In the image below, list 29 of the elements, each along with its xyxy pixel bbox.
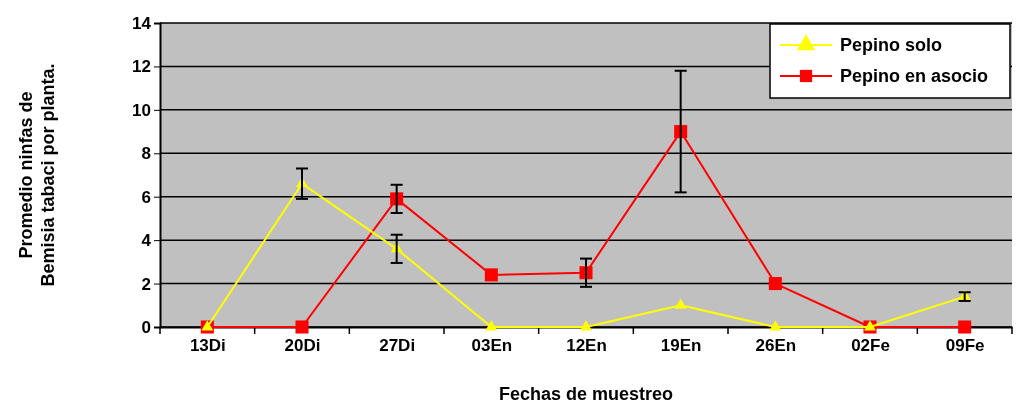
y-tick-label: 0: [141, 317, 151, 337]
x-axis-title: Fechas de muestreo: [498, 384, 674, 404]
y-tick-label: 10: [132, 100, 151, 120]
x-tick-label: 20Di: [284, 336, 321, 356]
y-tick-label: 14: [132, 13, 152, 33]
y-axis-title: Promedio ninfas de Bemisia tabaci por planta.: [16, 63, 58, 287]
x-tick-label: 03En: [471, 336, 513, 356]
x-tick-label: 19En: [660, 336, 702, 356]
point: [295, 320, 309, 334]
y-tick-label: 2: [141, 274, 151, 294]
y-tick-label: 6: [141, 187, 151, 207]
point: [768, 277, 782, 291]
point: [485, 320, 498, 331]
x-tick-label: 02Fe: [851, 336, 890, 356]
point: [580, 320, 592, 331]
legend-label: Pepino solo: [840, 35, 943, 55]
x-tick-label: 13Di: [189, 336, 226, 356]
x-tick-label: 12En: [566, 336, 607, 356]
y-tick-label: 8: [141, 144, 151, 164]
legend-label: Pepino en asocio: [840, 66, 989, 86]
point: [958, 320, 972, 334]
x-tick-label: 26En: [755, 336, 797, 356]
point: [484, 268, 498, 282]
point: [674, 298, 687, 309]
x-tick-label: 09Fe: [945, 336, 985, 356]
point: [769, 320, 782, 331]
x-tick-label: 27Di: [379, 336, 416, 356]
y-tick-label: 4: [141, 231, 152, 251]
y-tick-label: 12: [132, 57, 151, 77]
